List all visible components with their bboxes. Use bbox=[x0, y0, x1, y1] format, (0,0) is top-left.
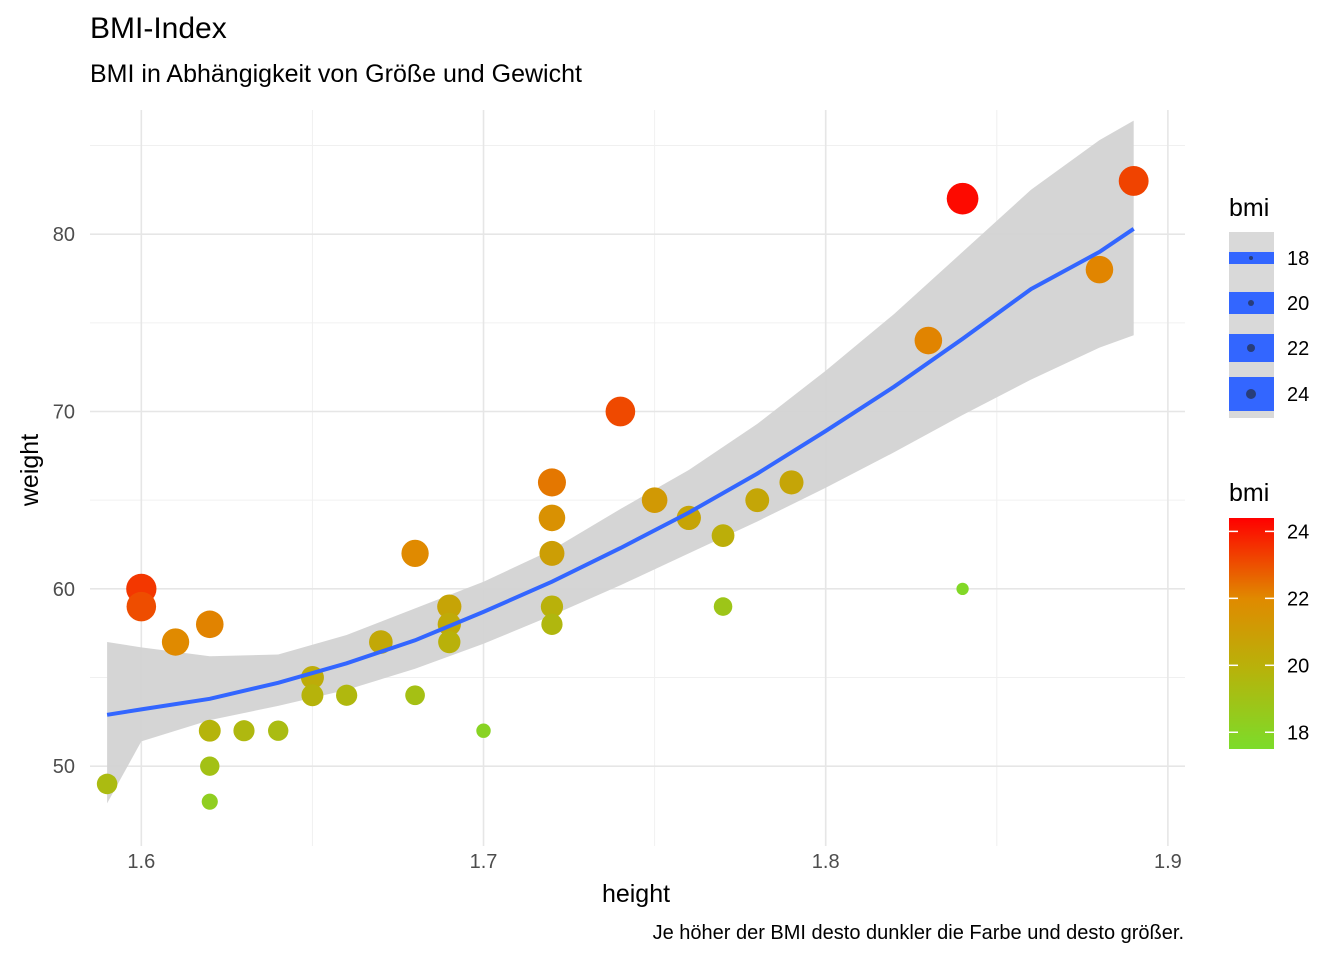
y-tick-label: 50 bbox=[53, 756, 75, 778]
confidence-ribbon-layer bbox=[107, 120, 1134, 804]
data-point bbox=[539, 540, 565, 566]
data-point bbox=[438, 630, 461, 654]
data-point bbox=[946, 182, 979, 215]
data-point bbox=[1085, 255, 1114, 284]
data-point bbox=[437, 594, 462, 619]
y-tick-label: 70 bbox=[53, 401, 75, 423]
data-point bbox=[713, 597, 733, 616]
data-point bbox=[405, 685, 425, 706]
color-legend-label: 24 bbox=[1287, 521, 1309, 543]
data-point bbox=[914, 326, 943, 355]
size-legend-dot bbox=[1247, 344, 1255, 352]
size-legend-label: 24 bbox=[1287, 384, 1309, 406]
data-point bbox=[233, 720, 255, 742]
x-tick-label: 1.6 bbox=[127, 851, 155, 873]
size-legend-label: 18 bbox=[1287, 248, 1309, 270]
data-point bbox=[301, 684, 324, 707]
size-legend-label: 20 bbox=[1287, 293, 1309, 315]
data-point bbox=[161, 628, 190, 656]
y-tick-label: 80 bbox=[53, 224, 75, 246]
data-point bbox=[956, 582, 969, 595]
data-point bbox=[745, 488, 770, 513]
data-point bbox=[336, 684, 358, 706]
data-point bbox=[1118, 165, 1149, 196]
data-point bbox=[779, 470, 804, 495]
data-point bbox=[200, 756, 220, 776]
size-legend: bmi 18 20 22 24 bbox=[1229, 194, 1309, 418]
data-point bbox=[201, 793, 218, 810]
color-legend-label: 20 bbox=[1287, 655, 1309, 677]
data-point bbox=[605, 396, 636, 427]
data-point bbox=[195, 610, 224, 639]
x-tick-label: 1.8 bbox=[812, 851, 840, 873]
smooth-line-layer bbox=[106, 227, 1135, 717]
size-legend-dot bbox=[1246, 389, 1256, 399]
data-point bbox=[126, 591, 157, 622]
smooth-line bbox=[106, 227, 1135, 717]
size-legend-dot bbox=[1248, 300, 1254, 306]
data-point bbox=[538, 504, 566, 532]
color-legend-label: 18 bbox=[1287, 722, 1309, 744]
chart-subtitle: BMI in Abhängigkeit von Größe und Gewich… bbox=[90, 60, 582, 88]
axes: 1.6 1.7 1.8 1.9 50 60 70 80 bbox=[53, 224, 1182, 873]
data-point bbox=[641, 487, 668, 513]
size-legend-label: 22 bbox=[1287, 338, 1309, 360]
size-legend-title: bmi bbox=[1229, 194, 1269, 222]
data-point bbox=[541, 613, 563, 635]
y-axis-label: weight bbox=[16, 434, 44, 507]
color-legend-bar bbox=[1229, 518, 1274, 749]
data-point bbox=[676, 505, 701, 531]
color-legend-title: bmi bbox=[1229, 479, 1269, 507]
confidence-ribbon bbox=[107, 120, 1134, 804]
x-axis-label: height bbox=[602, 880, 670, 908]
size-legend-dot bbox=[1249, 256, 1253, 260]
data-point bbox=[401, 539, 429, 568]
x-tick-label: 1.9 bbox=[1154, 851, 1182, 873]
data-point bbox=[198, 719, 221, 742]
data-point bbox=[476, 723, 491, 738]
data-point bbox=[96, 773, 118, 795]
x-tick-label: 1.7 bbox=[470, 851, 498, 873]
data-point bbox=[711, 524, 735, 548]
y-tick-label: 60 bbox=[53, 579, 75, 601]
color-legend: bmi 24 22 20 18 bbox=[1229, 479, 1309, 749]
data-point bbox=[537, 468, 566, 497]
data-point bbox=[540, 595, 564, 618]
chart-caption: Je höher der BMI desto dunkler die Farbe… bbox=[652, 922, 1184, 944]
data-point bbox=[268, 720, 289, 741]
color-legend-label: 22 bbox=[1287, 588, 1309, 610]
chart-title: BMI-Index bbox=[90, 12, 227, 45]
